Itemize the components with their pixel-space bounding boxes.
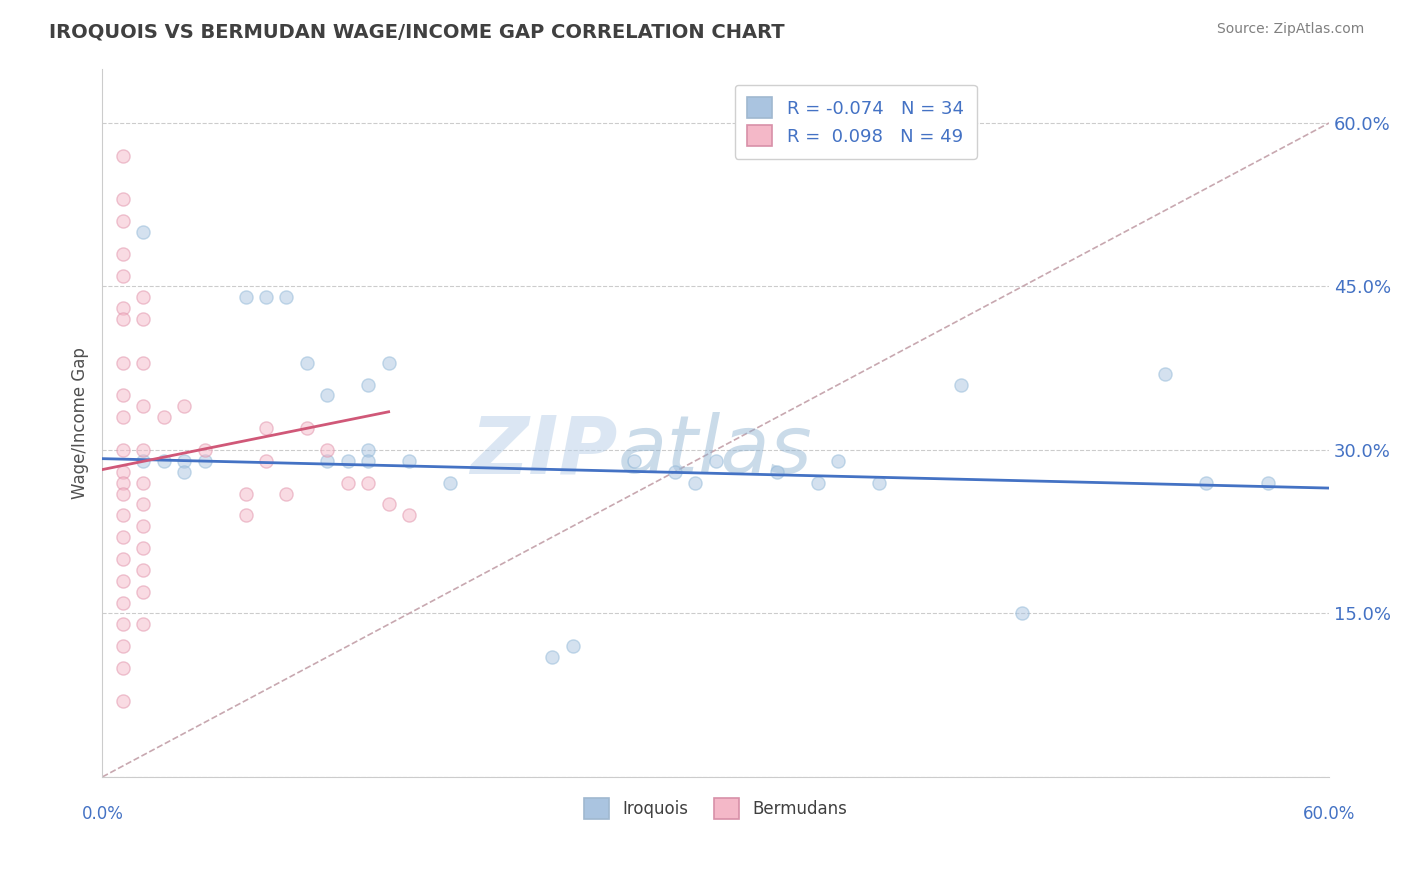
Point	[111, 442, 134, 457]
Point	[254, 290, 277, 304]
Point	[295, 421, 318, 435]
Point	[132, 617, 155, 632]
Text: atlas: atlas	[617, 412, 813, 490]
Point	[541, 650, 564, 665]
Point	[623, 454, 645, 468]
Point	[111, 639, 134, 653]
Point	[377, 497, 399, 511]
Point	[235, 508, 257, 523]
Point	[111, 301, 134, 316]
Point	[1195, 475, 1218, 490]
Point	[194, 454, 217, 468]
Point	[316, 388, 339, 402]
Point	[704, 454, 727, 468]
Point	[173, 400, 195, 414]
Point	[111, 312, 134, 326]
Point	[111, 508, 134, 523]
Point	[194, 442, 217, 457]
Point	[111, 552, 134, 566]
Point	[950, 377, 973, 392]
Point	[111, 530, 134, 544]
Point	[357, 454, 380, 468]
Point	[439, 475, 461, 490]
Point	[664, 465, 686, 479]
Point	[336, 454, 359, 468]
Point	[132, 442, 155, 457]
Point	[561, 639, 583, 653]
Point	[254, 421, 277, 435]
Point	[173, 465, 195, 479]
Point	[276, 290, 298, 304]
Point	[254, 454, 277, 468]
Text: ZIP: ZIP	[470, 412, 617, 490]
Point	[111, 574, 134, 588]
Point	[827, 454, 849, 468]
Legend: Iroquois, Bermudans: Iroquois, Bermudans	[578, 791, 853, 825]
Point	[111, 149, 134, 163]
Text: IROQUOIS VS BERMUDAN WAGE/INCOME GAP CORRELATION CHART: IROQUOIS VS BERMUDAN WAGE/INCOME GAP COR…	[49, 22, 785, 41]
Point	[295, 356, 318, 370]
Point	[132, 312, 155, 326]
Point	[152, 410, 174, 425]
Point	[132, 400, 155, 414]
Y-axis label: Wage/Income Gap: Wage/Income Gap	[72, 347, 89, 499]
Point	[111, 247, 134, 261]
Point	[1011, 607, 1033, 621]
Point	[111, 268, 134, 283]
Point	[398, 508, 420, 523]
Point	[235, 290, 257, 304]
Point	[132, 356, 155, 370]
Point	[173, 454, 195, 468]
Point	[111, 388, 134, 402]
Point	[111, 214, 134, 228]
Point	[111, 475, 134, 490]
Point	[807, 475, 830, 490]
Point	[132, 584, 155, 599]
Point	[111, 192, 134, 206]
Point	[336, 475, 359, 490]
Point	[235, 486, 257, 500]
Point	[357, 377, 380, 392]
Point	[316, 454, 339, 468]
Text: 0.0%: 0.0%	[82, 805, 124, 823]
Point	[132, 475, 155, 490]
Point	[132, 497, 155, 511]
Point	[132, 225, 155, 239]
Point	[1257, 475, 1279, 490]
Point	[398, 454, 420, 468]
Point	[111, 595, 134, 609]
Text: 60.0%: 60.0%	[1303, 805, 1355, 823]
Point	[357, 442, 380, 457]
Point	[132, 454, 155, 468]
Point	[357, 475, 380, 490]
Point	[111, 661, 134, 675]
Point	[132, 541, 155, 555]
Point	[111, 693, 134, 707]
Point	[111, 356, 134, 370]
Point	[276, 486, 298, 500]
Point	[1154, 367, 1177, 381]
Point	[132, 563, 155, 577]
Point	[152, 454, 174, 468]
Point	[111, 410, 134, 425]
Point	[685, 475, 707, 490]
Point	[111, 465, 134, 479]
Point	[377, 356, 399, 370]
Point	[132, 290, 155, 304]
Point	[111, 486, 134, 500]
Point	[132, 519, 155, 533]
Point	[111, 617, 134, 632]
Point	[868, 475, 890, 490]
Text: Source: ZipAtlas.com: Source: ZipAtlas.com	[1216, 22, 1364, 37]
Point	[316, 442, 339, 457]
Point	[766, 465, 789, 479]
